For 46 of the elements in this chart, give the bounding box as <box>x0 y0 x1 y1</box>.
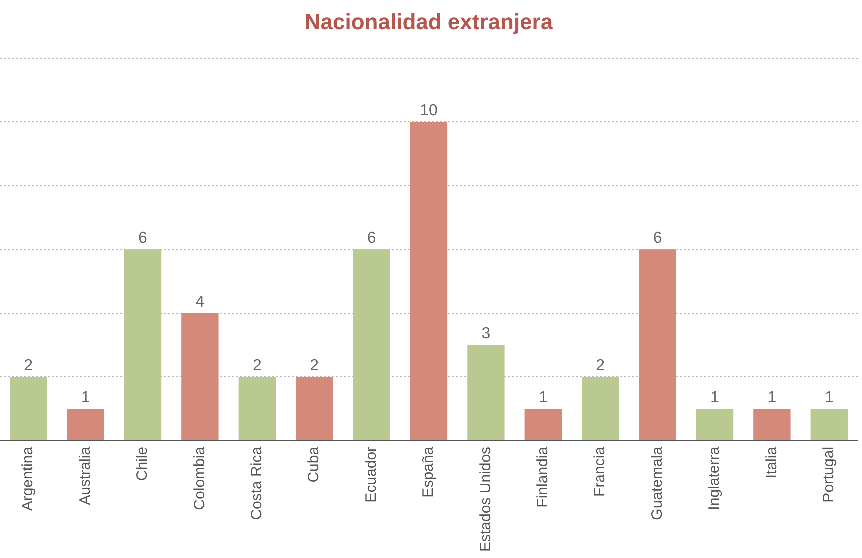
x-tick-label: Colombia <box>191 446 208 510</box>
x-tick-label: Inglaterra <box>706 446 724 510</box>
data-label: 2 <box>252 358 262 375</box>
bar <box>10 377 48 440</box>
data-label: 1 <box>768 389 777 406</box>
x-tick-label: Estados Unidos <box>477 446 494 552</box>
x-tick-label: España <box>420 446 438 498</box>
bar <box>67 409 104 440</box>
bar <box>754 409 791 440</box>
x-tick-label: Costa Rica <box>248 446 266 520</box>
x-tick-label: Argentina <box>20 446 37 512</box>
data-label: 6 <box>653 230 662 248</box>
data-label: 1 <box>824 389 834 406</box>
chart-title: Nacionalidad extranjera <box>304 9 554 34</box>
data-label: 1 <box>81 389 90 406</box>
bar <box>296 377 334 440</box>
data-label: 4 <box>196 294 205 311</box>
bar <box>238 377 276 440</box>
data-label: 2 <box>596 358 606 375</box>
data-label: 2 <box>24 358 34 375</box>
bar <box>696 409 734 440</box>
bar <box>582 377 620 440</box>
data-label: 1 <box>538 389 548 406</box>
x-tick-label: Italia <box>763 446 780 479</box>
bar <box>182 313 219 440</box>
x-tick-label: Portugal <box>820 446 838 503</box>
x-tick-label: Finlandia <box>534 446 552 508</box>
x-tick-label: Chile <box>134 446 152 482</box>
data-label: 2 <box>310 358 320 375</box>
data-label: 3 <box>482 326 491 343</box>
bar <box>124 250 162 440</box>
bar <box>639 250 676 440</box>
bar <box>410 122 448 440</box>
x-tick-label: Ecuador <box>362 446 380 503</box>
bar <box>810 409 848 440</box>
bar <box>524 409 562 440</box>
x-tick-label: Cuba <box>306 446 323 483</box>
data-label: 6 <box>367 230 376 248</box>
data-label: 10 <box>420 102 438 120</box>
data-label: 6 <box>138 230 148 248</box>
x-tick-label: Australia <box>76 446 94 506</box>
x-tick-label: Guatemala <box>648 446 666 520</box>
x-tick-label: Francia <box>592 446 609 497</box>
bar <box>353 250 390 440</box>
bar <box>468 345 505 440</box>
data-label: 1 <box>710 389 720 406</box>
